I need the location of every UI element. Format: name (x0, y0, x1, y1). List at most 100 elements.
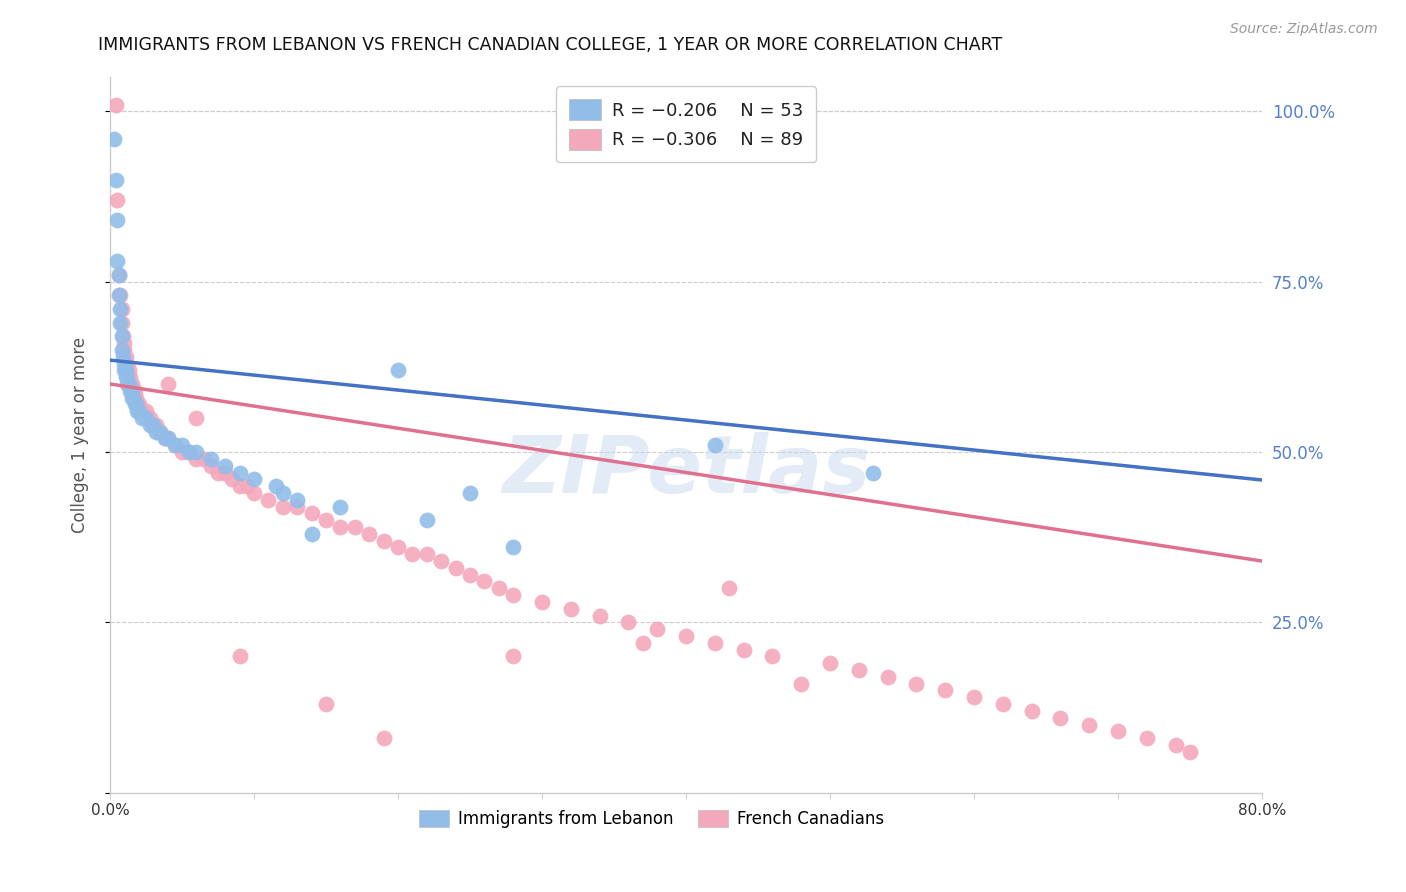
Point (905, 676, 928, 690)
Point (122, 384, 145, 398)
Point (264, 479, 287, 493)
Point (121, 376, 143, 391)
Point (963, 690, 986, 705)
Y-axis label: College, 1 year or more: College, 1 year or more (72, 337, 89, 533)
Point (200, 458, 222, 473)
Point (790, 676, 813, 690)
Point (1107, 724, 1129, 739)
Point (271, 486, 294, 500)
Point (502, 588, 524, 602)
Point (131, 404, 153, 418)
Point (108, 316, 131, 330)
Point (373, 533, 395, 548)
Point (718, 582, 741, 596)
Point (107, 288, 129, 302)
Point (105, 193, 128, 207)
Point (118, 376, 141, 391)
Point (430, 554, 453, 568)
Point (401, 547, 423, 561)
Point (163, 438, 186, 452)
Point (117, 370, 139, 384)
Point (117, 357, 139, 371)
Point (103, 132, 125, 146)
Point (934, 683, 956, 698)
Point (876, 670, 898, 684)
Point (118, 363, 141, 377)
Point (122, 391, 145, 405)
Point (135, 411, 157, 425)
Point (186, 451, 208, 466)
Point (142, 417, 165, 432)
Point (110, 329, 132, 343)
Point (115, 363, 138, 377)
Point (207, 466, 229, 480)
Point (271, 500, 294, 514)
Point (329, 520, 352, 534)
Point (818, 657, 841, 671)
Text: ZIPetlas: ZIPetlas (502, 432, 870, 510)
Text: IMMIGRANTS FROM LEBANON VS FRENCH CANADIAN COLLEGE, 1 YEAR OR MORE CORRELATION C: IMMIGRANTS FROM LEBANON VS FRENCH CANADI… (98, 36, 1002, 54)
Point (1178, 745, 1201, 759)
Point (125, 397, 148, 411)
Point (560, 601, 582, 615)
Point (170, 445, 193, 459)
Point (104, 172, 127, 186)
Point (200, 451, 222, 466)
Point (617, 615, 640, 630)
Point (163, 438, 186, 452)
Point (221, 472, 243, 486)
Point (115, 370, 138, 384)
Point (110, 343, 132, 357)
Point (1021, 704, 1043, 718)
Point (301, 526, 323, 541)
Point (1164, 738, 1187, 752)
Point (761, 649, 783, 664)
Point (285, 492, 308, 507)
Point (114, 343, 136, 357)
Point (139, 411, 162, 425)
Legend: Immigrants from Lebanon, French Canadians: Immigrants from Lebanon, French Canadian… (413, 803, 890, 834)
Point (631, 636, 654, 650)
Point (315, 697, 337, 711)
Point (359, 526, 381, 541)
Point (703, 636, 725, 650)
Point (179, 445, 201, 459)
Point (145, 425, 167, 439)
Point (343, 520, 366, 534)
Point (131, 411, 153, 425)
Point (991, 697, 1014, 711)
Point (228, 649, 250, 664)
Point (1078, 717, 1101, 731)
Point (117, 376, 139, 391)
Point (257, 492, 280, 507)
Point (108, 288, 131, 302)
Point (115, 350, 138, 364)
Point (458, 486, 481, 500)
Point (135, 404, 157, 418)
Point (387, 363, 409, 377)
Point (114, 363, 136, 377)
Point (112, 350, 135, 364)
Point (301, 507, 323, 521)
Point (121, 384, 143, 398)
Point (128, 404, 150, 418)
Point (107, 268, 129, 282)
Point (108, 301, 131, 316)
Point (243, 486, 266, 500)
Text: Source: ZipAtlas.com: Source: ZipAtlas.com (1230, 22, 1378, 37)
Point (179, 445, 201, 459)
Point (139, 417, 162, 432)
Point (156, 432, 179, 446)
Point (236, 479, 259, 493)
Point (110, 301, 132, 316)
Point (142, 417, 165, 432)
Point (127, 397, 149, 411)
Point (124, 384, 146, 398)
Point (531, 595, 554, 609)
Point (153, 432, 176, 446)
Point (1049, 711, 1071, 725)
Point (104, 97, 127, 112)
Point (186, 411, 208, 425)
Point (416, 547, 439, 561)
Point (153, 432, 176, 446)
